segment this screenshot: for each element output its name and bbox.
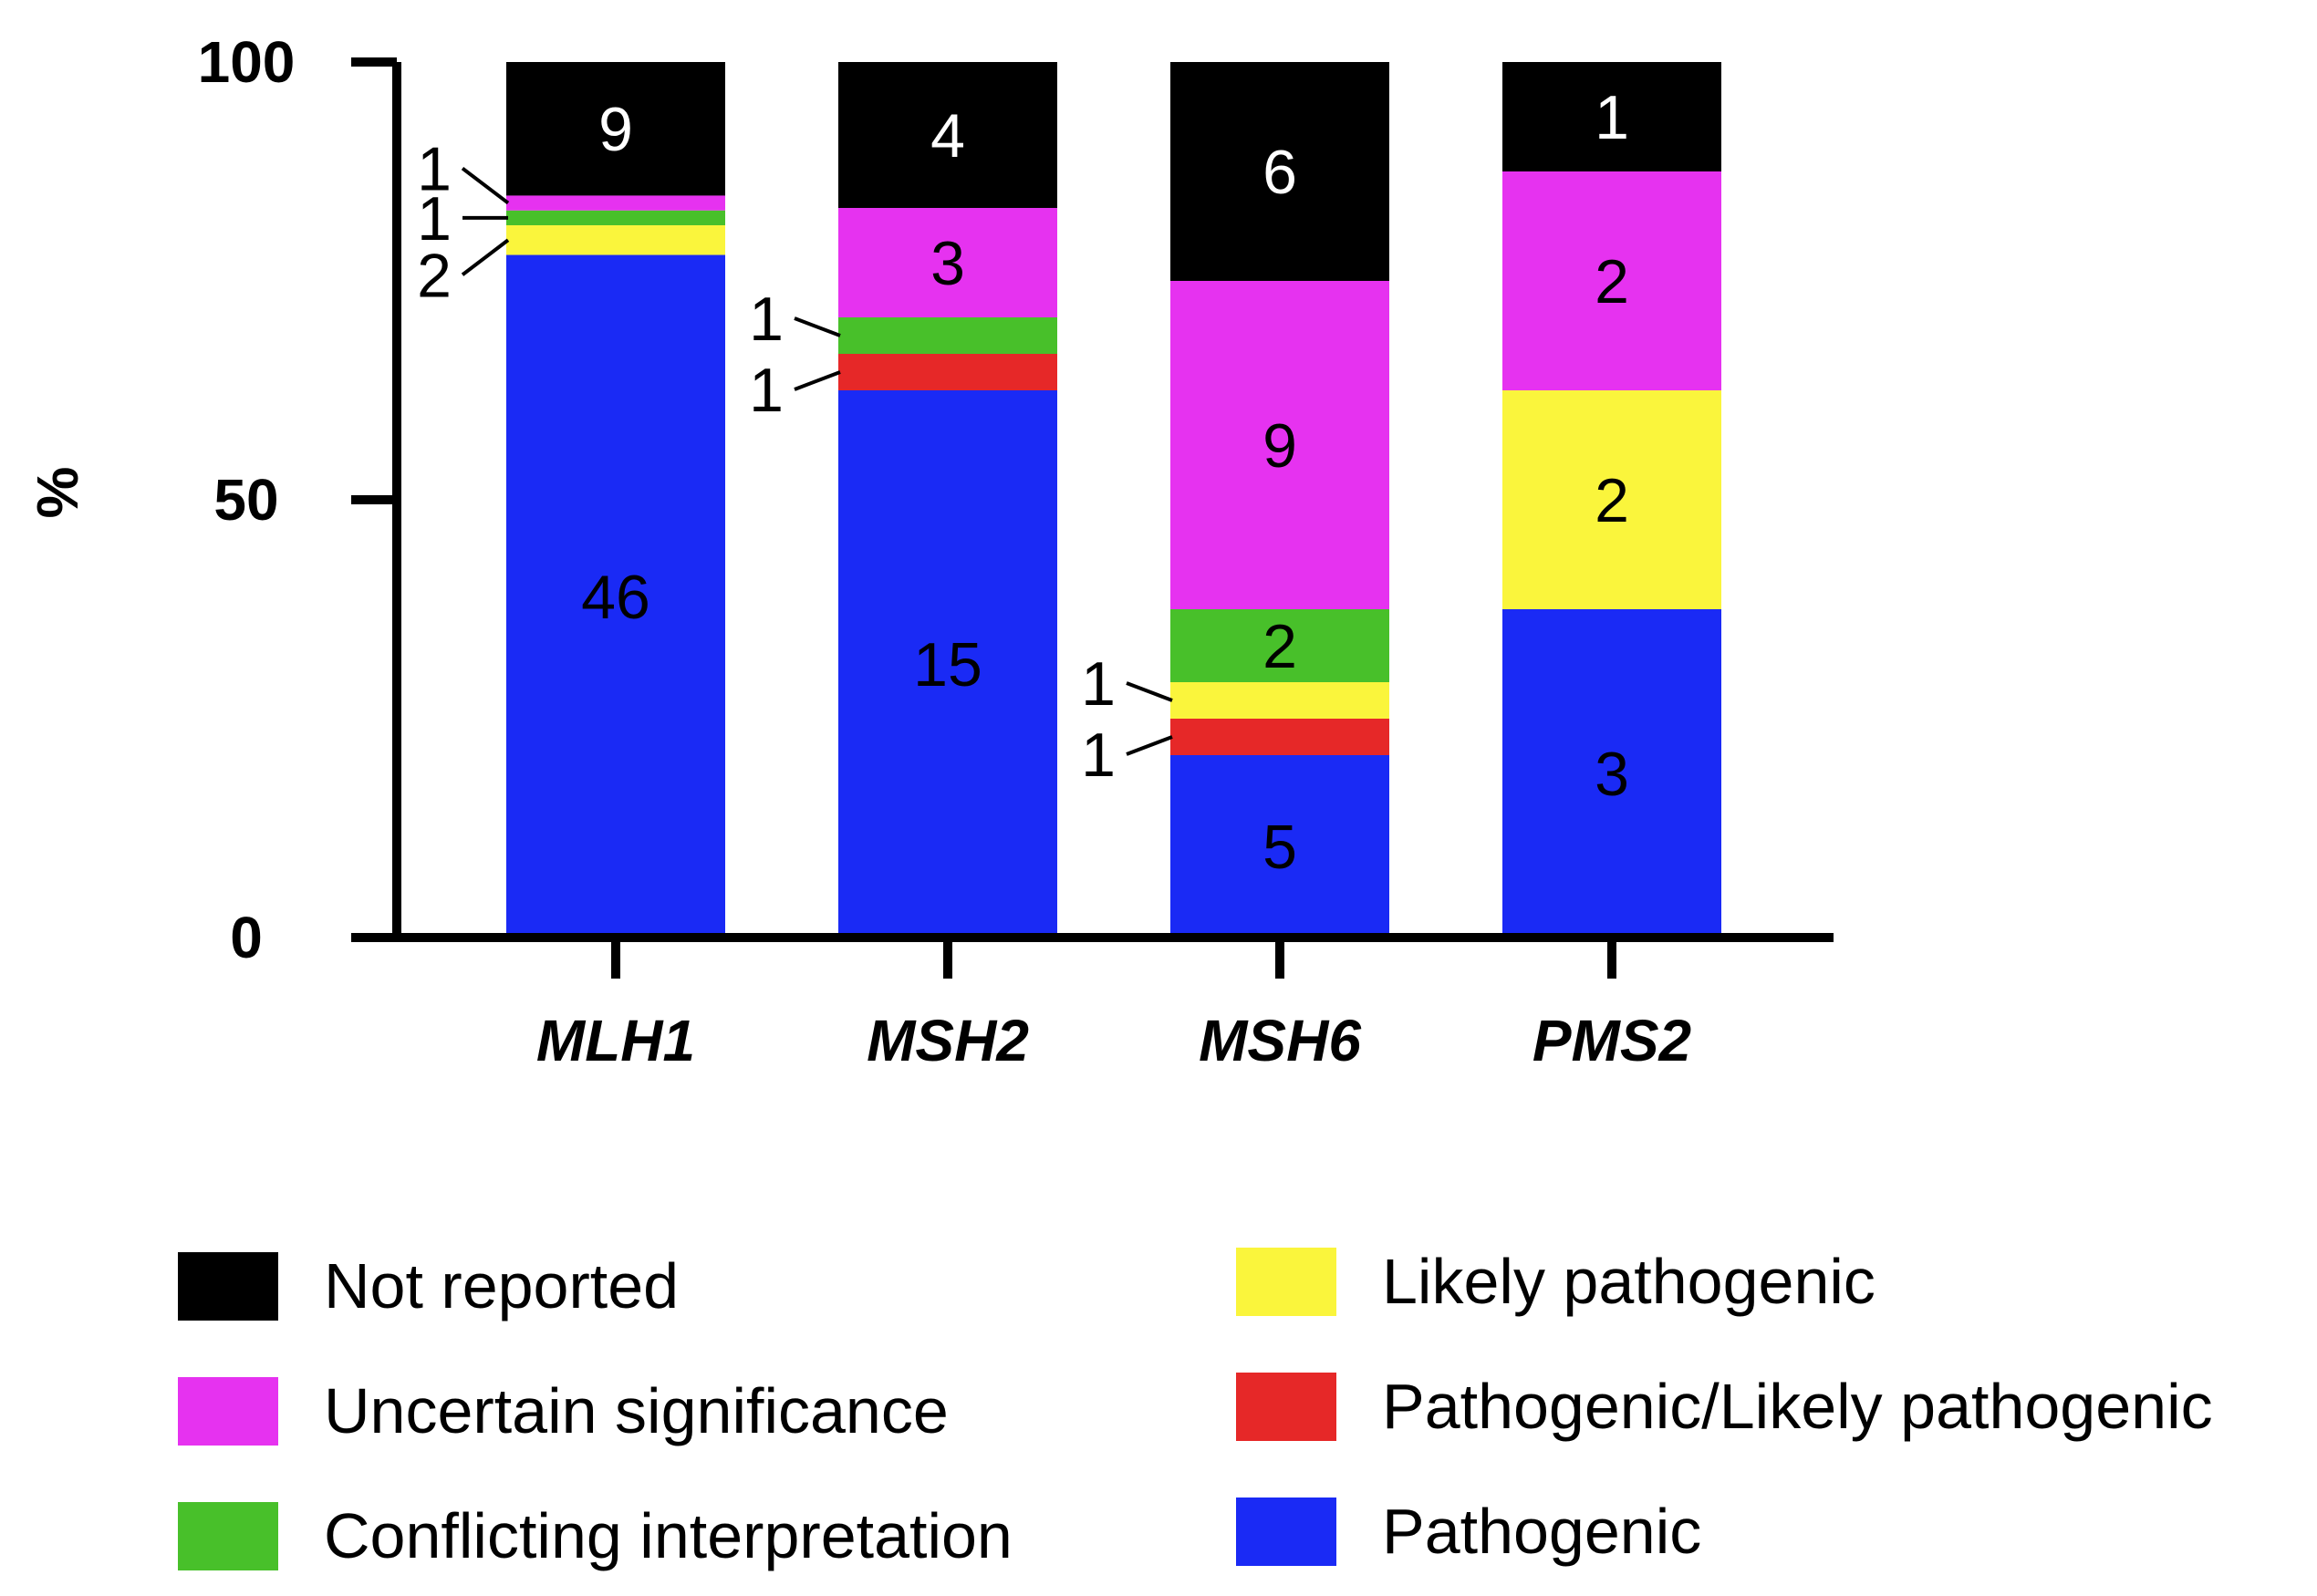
segment-label: 2 bbox=[1595, 466, 1629, 535]
segment-label: 4 bbox=[930, 101, 965, 171]
segment-label: 15 bbox=[913, 630, 982, 700]
legend-swatch bbox=[178, 1501, 278, 1570]
bar-segment-msh6-likely-pathogenic bbox=[1170, 682, 1389, 719]
y-tick-label: 0 bbox=[230, 905, 263, 970]
bars bbox=[506, 62, 1721, 938]
segment-label: 9 bbox=[1262, 411, 1297, 481]
bar-segment-pms2-pathogenic bbox=[1502, 609, 1721, 938]
legend-swatch bbox=[1236, 1247, 1336, 1316]
legend-item: Pathogenic bbox=[1236, 1495, 1701, 1568]
segment-callout-label: 1 bbox=[749, 285, 784, 354]
y-tick-label: 100 bbox=[198, 29, 296, 95]
legend-label: Not reported bbox=[324, 1250, 680, 1321]
segment-callout-label: 1 bbox=[417, 184, 452, 254]
legend: Not reported Uncertain significance Confli… bbox=[178, 1246, 2276, 1578]
segment-callout-leader bbox=[461, 166, 510, 205]
y-tick-label: 50 bbox=[213, 467, 278, 533]
segment-label: 9 bbox=[598, 95, 633, 164]
legend-label: Likely pathogenic bbox=[1382, 1246, 1875, 1317]
bar-segment-pms2-likely-pathogenic bbox=[1502, 390, 1721, 609]
legend-label: Pathogenic/Likely pathogenic bbox=[1382, 1371, 2213, 1442]
axes bbox=[351, 57, 1834, 979]
bar-segment-msh6-pathogenic-likely-pathogenic bbox=[1170, 719, 1389, 755]
bar-segment-pms2-uncertain-significance bbox=[1502, 171, 1721, 390]
legend-item: Conflicting interpretation bbox=[178, 1499, 1013, 1572]
segment-callout-label: 1 bbox=[1081, 649, 1116, 719]
legend-item: Likely pathogenic bbox=[1236, 1245, 1875, 1318]
segment-callout-leader bbox=[794, 370, 841, 391]
y-axis-label: % bbox=[25, 467, 90, 519]
legend-swatch bbox=[1236, 1497, 1336, 1566]
category-labels: MLH1 MSH2 MSH6 PMS2 bbox=[536, 1008, 1691, 1073]
legend-item: Pathogenic/Likely pathogenic bbox=[1236, 1370, 2213, 1443]
bar-segment-mlh1-likely-pathogenic bbox=[506, 224, 725, 255]
legend-label: Conflicting interpretation bbox=[324, 1500, 1013, 1571]
bar-segment-msh6-not-reported bbox=[1170, 62, 1389, 281]
segment-callout-label: 1 bbox=[417, 135, 452, 204]
segment-label: 46 bbox=[581, 563, 650, 632]
segment-label: 2 bbox=[1595, 247, 1629, 316]
segment-callout-label: 1 bbox=[1081, 720, 1116, 790]
legend-swatch bbox=[178, 1376, 278, 1446]
bar-segment-mlh1-conflicting-interpretation bbox=[506, 210, 725, 225]
x-tick-label-msh2: MSH2 bbox=[867, 1008, 1029, 1073]
segment-label: 2 bbox=[1262, 612, 1297, 681]
legend-swatch bbox=[178, 1251, 278, 1321]
bar-segment-msh2-pathogenic bbox=[838, 390, 1057, 938]
bar-segment-mlh1-not-reported bbox=[506, 62, 725, 196]
bar-segment-msh6-pathogenic bbox=[1170, 755, 1389, 938]
segment-callout-label: 2 bbox=[417, 241, 452, 310]
segment-label: 3 bbox=[1595, 740, 1629, 809]
y-tick-labels: 0 50 100 bbox=[198, 29, 296, 970]
bar-segment-msh2-conflicting-interpretation bbox=[838, 317, 1057, 354]
bar-segment-mlh1-uncertain-significance bbox=[506, 195, 725, 211]
segment-label: 6 bbox=[1262, 138, 1297, 207]
legend-item: Uncertain significance bbox=[178, 1374, 949, 1447]
x-tick-label-msh6: MSH6 bbox=[1199, 1008, 1361, 1073]
segment-callout-label: 1 bbox=[749, 356, 784, 425]
segment-label: 3 bbox=[930, 229, 965, 298]
bar-segment-msh2-uncertain-significance bbox=[838, 208, 1057, 317]
legend-swatch bbox=[1236, 1372, 1336, 1441]
bar-segment-mlh1-pathogenic bbox=[506, 254, 725, 938]
bar-segment-msh2-not-reported bbox=[838, 62, 1057, 208]
segment-callout-leader bbox=[461, 238, 510, 276]
segment-callout-leader bbox=[1126, 735, 1173, 756]
bar-segment-msh6-conflicting-interpretation bbox=[1170, 609, 1389, 682]
segment-callout-leader bbox=[794, 316, 841, 337]
bar-segment-msh2-pathogenic-likely-pathogenic bbox=[838, 354, 1057, 390]
bar-segment-pms2-not-reported bbox=[1502, 62, 1721, 171]
legend-label: Pathogenic bbox=[1382, 1496, 1702, 1567]
x-tick-label-mlh1: MLH1 bbox=[536, 1008, 695, 1073]
bar-segment-msh6-uncertain-significance bbox=[1170, 281, 1389, 609]
segment-label: 5 bbox=[1262, 813, 1297, 882]
legend-item: Not reported bbox=[178, 1249, 679, 1322]
x-tick-label-pms2: PMS2 bbox=[1533, 1008, 1691, 1073]
segment-callout-leader bbox=[1126, 681, 1173, 702]
segment-label: 1 bbox=[1595, 83, 1629, 152]
legend-label: Uncertain significance bbox=[324, 1375, 949, 1446]
